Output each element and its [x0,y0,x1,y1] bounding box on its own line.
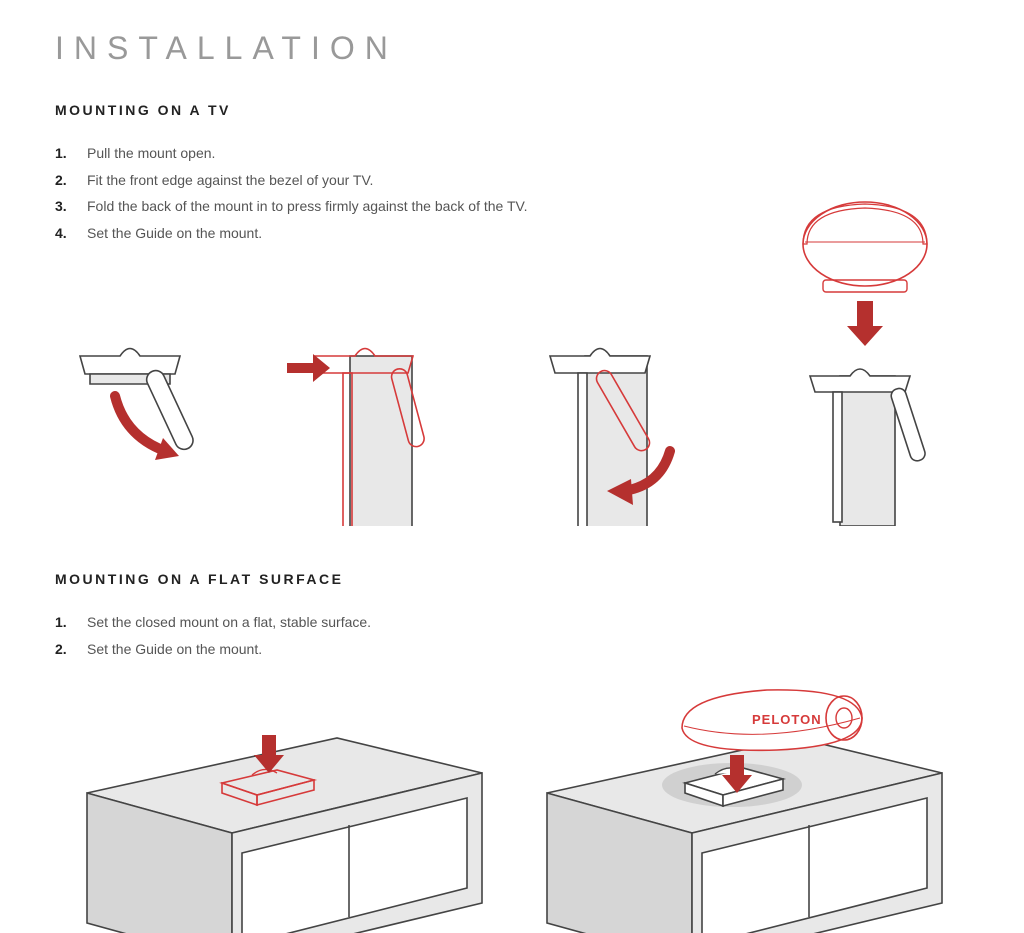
flat-diagrams: PELOTON [55,683,969,923]
step-number: 1. [55,140,87,167]
flat-surface-diagram: PELOTON [57,683,967,933]
step-number: 2. [55,636,87,663]
section-tv-title: MOUNTING ON A TV [55,102,969,118]
brand-label: PELOTON [752,712,822,727]
step-text: Set the closed mount on a flat, stable s… [87,609,371,636]
section-flat-title: MOUNTING ON A FLAT SURFACE [55,571,969,587]
tv-diagrams [55,266,969,526]
list-item: 1.Pull the mount open. [55,140,969,167]
step-text: Set the Guide on the mount. [87,636,262,663]
list-item: 2.Set the Guide on the mount. [55,636,969,663]
flat-steps-list: 1.Set the closed mount on a flat, stable… [55,609,969,662]
page-title: INSTALLATION [55,30,969,67]
step-number: 1. [55,609,87,636]
tv-mount-diagram [55,186,965,526]
list-item: 1.Set the closed mount on a flat, stable… [55,609,969,636]
step-text: Pull the mount open. [87,140,215,167]
